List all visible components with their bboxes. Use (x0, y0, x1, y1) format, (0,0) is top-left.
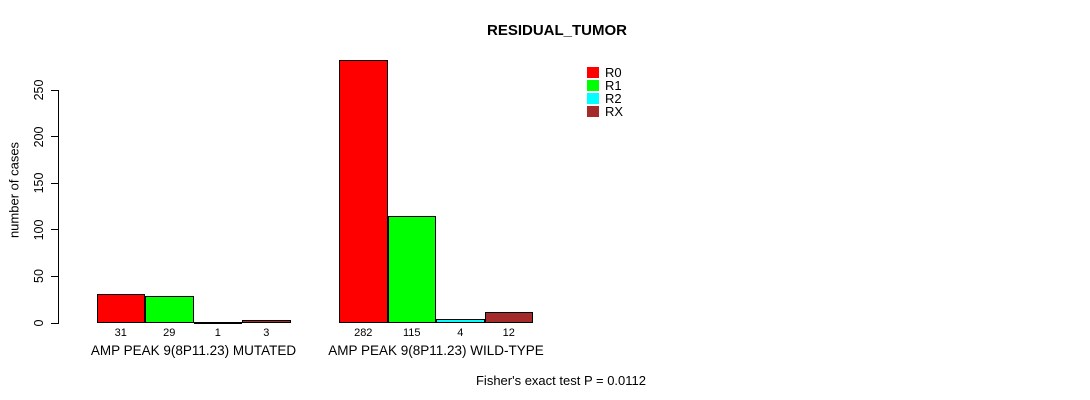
y-tick (51, 136, 58, 138)
y-tick (51, 182, 58, 184)
bar-r1-group2 (387, 216, 436, 323)
y-tick (51, 229, 58, 231)
y-tick-label: 150 (32, 172, 46, 194)
chart-title: RESIDUAL_TUMOR (486, 22, 628, 39)
y-tick-label: 250 (32, 79, 46, 101)
group-label: AMP PEAK 9(8P11.23) WILD-TYPE (328, 343, 544, 358)
y-tick-label: 200 (32, 126, 46, 148)
bar-r2-group2 (436, 319, 485, 323)
legend-item-r2: R2 (587, 92, 623, 105)
bar-value-label: 31 (114, 327, 127, 339)
y-tick-label: 100 (32, 219, 46, 241)
y-tick-label: 0 (32, 319, 46, 327)
group-label: AMP PEAK 9(8P11.23) MUTATED (90, 343, 297, 358)
bar-r0-group2 (339, 60, 388, 323)
legend-swatch (587, 80, 599, 91)
bar-rx-group2 (484, 312, 533, 323)
y-axis-label: number of cases (6, 141, 22, 239)
legend-swatch (587, 106, 599, 117)
bar-value-label: 282 (354, 327, 373, 339)
legend: R0 R1 R2 RX (587, 66, 623, 118)
bar-value-label: 1 (214, 327, 221, 339)
fisher-test-annotation: Fisher's exact test P = 0.0112 (475, 373, 647, 388)
y-tick-label: 50 (32, 269, 46, 284)
bar-value-label: 29 (163, 327, 176, 339)
legend-swatch (587, 67, 599, 78)
bar-r1-group1 (145, 296, 194, 323)
legend-label: R0 (605, 65, 622, 80)
legend-label: RX (605, 104, 624, 119)
legend-item-rx: RX (587, 105, 623, 118)
bar-value-label: 4 (457, 327, 464, 339)
bar-value-label: 3 (263, 327, 270, 339)
legend-swatch (587, 93, 599, 104)
legend-label: R1 (605, 78, 622, 93)
legend-item-r0: R0 (587, 66, 623, 79)
y-axis (58, 90, 59, 324)
bar-r2-group1 (193, 322, 242, 324)
legend-label: R2 (605, 91, 622, 106)
bar-r0-group1 (96, 294, 145, 323)
y-tick (51, 322, 58, 324)
bar-value-label: 115 (402, 327, 421, 339)
bar-value-label: 12 (502, 327, 515, 339)
legend-item-r1: R1 (587, 79, 623, 92)
y-tick (51, 89, 58, 91)
bar-rx-group1 (242, 320, 291, 323)
y-tick (51, 275, 58, 277)
